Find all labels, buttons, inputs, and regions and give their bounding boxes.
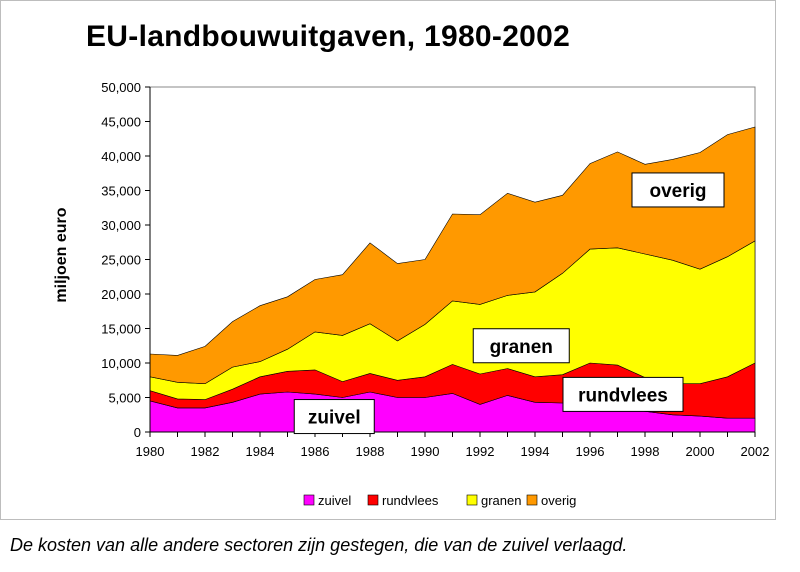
y-tick-label: 35,000	[101, 184, 141, 199]
legend-label-overig: overig	[541, 493, 576, 508]
x-tick-label: 1988	[356, 444, 385, 459]
y-tick-label: 45,000	[101, 115, 141, 130]
x-tick-label: 1984	[246, 444, 275, 459]
y-tick-label: 5,000	[108, 391, 141, 406]
y-tick-label: 30,000	[101, 218, 141, 233]
y-tick-label: 25,000	[101, 253, 141, 268]
annotation-box-zuivel	[293, 399, 375, 435]
x-tick-label: 1990	[411, 444, 440, 459]
series-area-overig	[149, 126, 756, 385]
chart-caption: De kosten van alle andere sectoren zijn …	[10, 535, 628, 555]
y-tick-label: 0	[134, 425, 141, 440]
annotation-rundvlees: rundvlees	[578, 385, 668, 406]
annotation-box-rundvlees	[562, 376, 684, 412]
x-tick-label: 1994	[521, 444, 550, 459]
annotation-overig: overig	[649, 181, 706, 202]
y-tick-label: 20,000	[101, 287, 141, 302]
y-tick-label: 40,000	[101, 149, 141, 164]
annotation-granen: granen	[490, 337, 553, 358]
y-tick-label: 15,000	[101, 322, 141, 337]
y-tick-label: 50,000	[101, 80, 141, 95]
y-tick-label: 10,000	[101, 356, 141, 371]
annotation-box-overig	[631, 172, 725, 208]
legend-swatch-granen	[466, 494, 478, 506]
x-tick-label: 2000	[686, 444, 715, 459]
legend-label-granen: granen	[481, 493, 521, 508]
x-tick-label: 1986	[301, 444, 330, 459]
chart-title: EU-landbouwuitgaven, 1980-2002	[86, 20, 571, 53]
x-tick-label: 1998	[631, 444, 660, 459]
x-tick-label: 1992	[466, 444, 495, 459]
legend-label-rundvlees: rundvlees	[382, 493, 439, 508]
legend-swatch-overig	[526, 494, 538, 506]
x-tick-label: 1996	[576, 444, 605, 459]
legend-label-zuivel: zuivel	[318, 493, 351, 508]
y-axis-label-group: miljoen euro	[53, 207, 70, 302]
annotation-zuivel: zuivel	[308, 408, 361, 429]
y-axis-label: miljoen euro	[53, 207, 70, 302]
legend-swatch-rundvlees	[367, 494, 379, 506]
x-tick-label: 1982	[191, 444, 220, 459]
x-tick-label: 1980	[136, 444, 165, 459]
x-tick-label: 2002	[741, 444, 770, 459]
legend-swatch-zuivel	[303, 494, 315, 506]
annotation-box-granen	[472, 328, 570, 364]
